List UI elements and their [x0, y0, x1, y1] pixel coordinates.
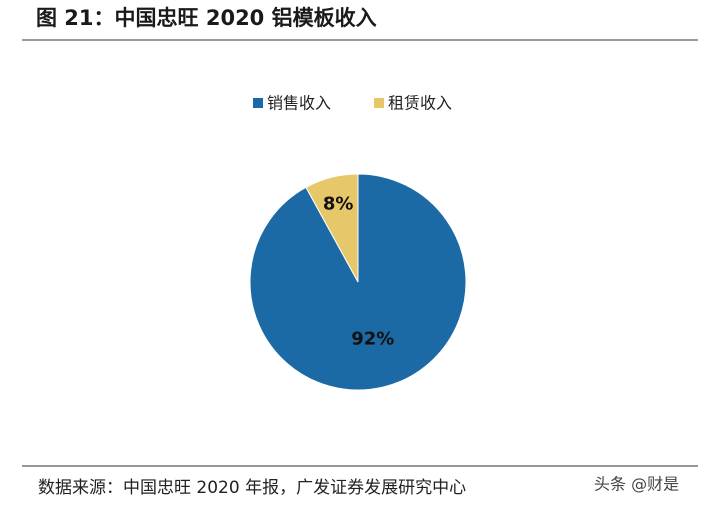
data-label: 8%: [323, 194, 354, 215]
legend-label: 销售收入: [267, 94, 331, 113]
pie: 92% 8%: [249, 173, 467, 391]
legend-swatch: [253, 98, 263, 108]
chart-title: 图 21：中国忠旺 2020 铝模板收入: [36, 6, 377, 30]
data-label: 92%: [351, 329, 394, 350]
legend-label: 租赁收入: [388, 94, 452, 113]
source: 数据来源：中国忠旺 2020 年报，广发证券发展研究中心: [38, 478, 466, 498]
watermark: 头条 @财是: [594, 475, 679, 494]
legend: 销售收入 租赁收入: [253, 94, 452, 113]
pie-slice: [305, 173, 359, 283]
legend-swatch: [374, 98, 384, 108]
